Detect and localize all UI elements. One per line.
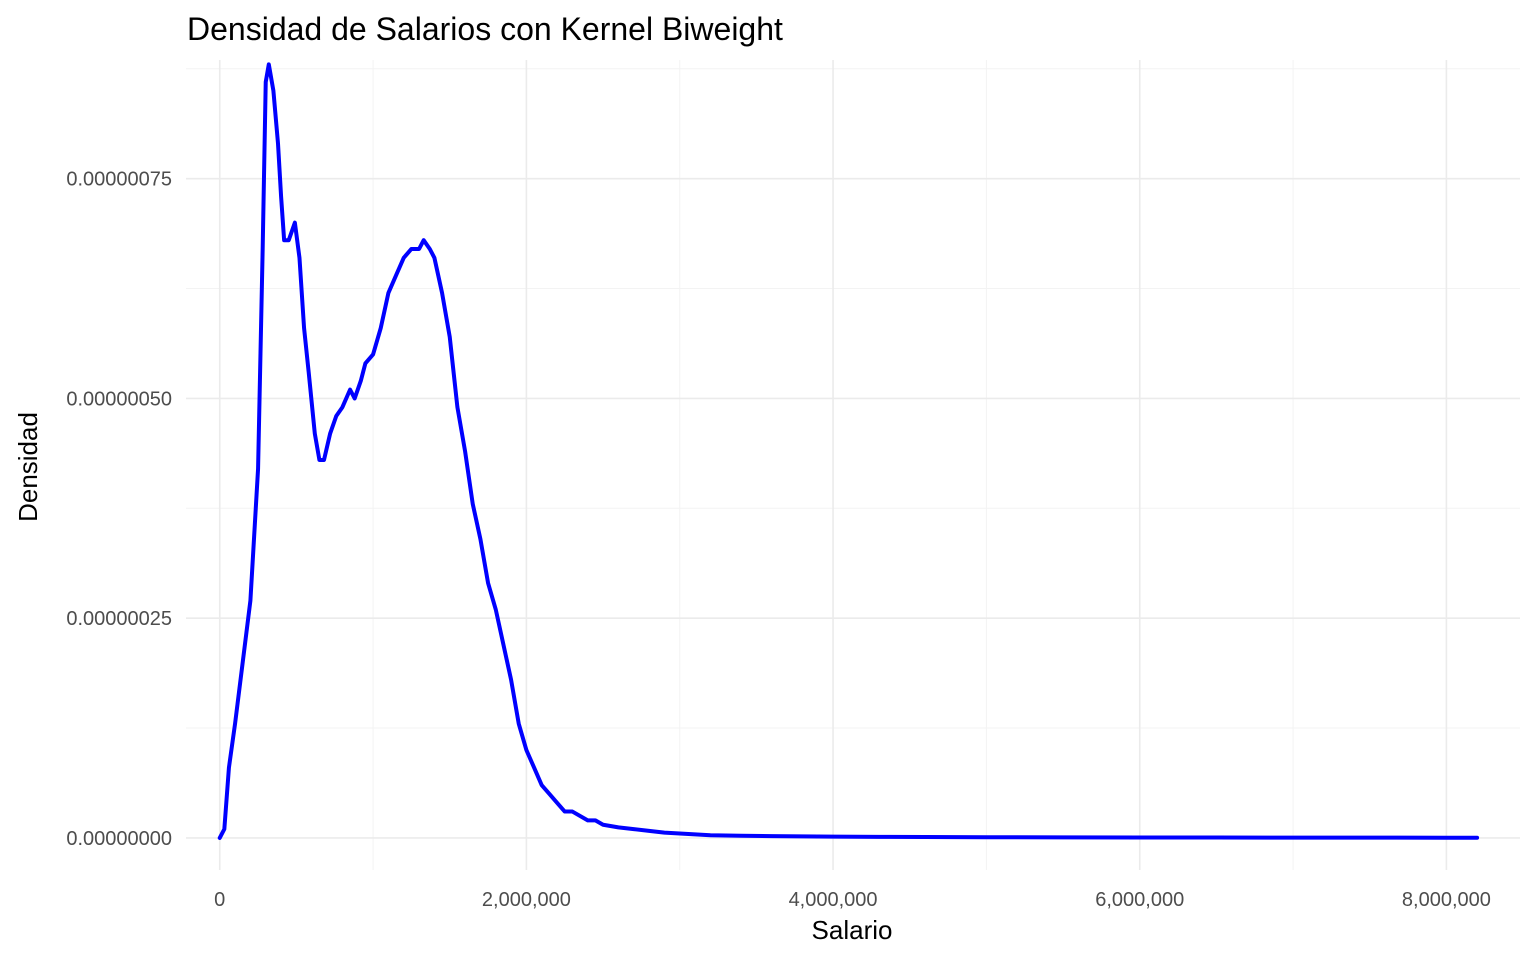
series-layer xyxy=(217,62,1480,840)
y-tick-labels: 0.00000000 0.00000025 0.00000050 0.00000075 xyxy=(66,169,172,850)
chart-title: Densidad de Salarios con Kernel Biweight xyxy=(187,11,783,47)
x-tick-label: 0 xyxy=(214,889,225,911)
y-tick-label: 0.00000000 xyxy=(66,828,172,850)
x-tick-label: 8,000,000 xyxy=(1402,889,1491,911)
y-axis-title: Densidad xyxy=(13,412,43,522)
x-tick-label: 4,000,000 xyxy=(789,889,878,911)
x-tick-label: 2,000,000 xyxy=(482,889,571,911)
y-tick-label: 0.00000050 xyxy=(66,388,172,410)
y-tick-label: 0.00000075 xyxy=(66,169,172,191)
x-tick-label: 6,000,000 xyxy=(1095,889,1184,911)
x-tick-labels: 0 2,000,000 4,000,000 6,000,000 8,000,000 xyxy=(214,889,1491,911)
x-axis-title: Salario xyxy=(812,915,893,945)
density-line xyxy=(217,62,1480,840)
y-tick-label: 0.00000025 xyxy=(66,608,172,630)
